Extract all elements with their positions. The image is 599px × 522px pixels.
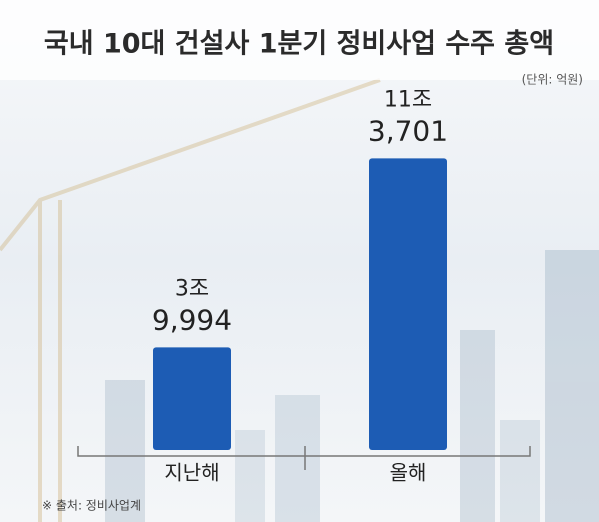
title-band bbox=[0, 0, 599, 80]
x-tick-label: 올해 bbox=[390, 461, 427, 485]
value-label: 3조 bbox=[175, 276, 209, 301]
value-label: 11조 bbox=[384, 87, 432, 112]
x-tick-label: 지난해 bbox=[164, 461, 219, 485]
value-label: 3,701 bbox=[368, 114, 448, 147]
bar bbox=[153, 347, 231, 450]
category-bracket bbox=[77, 446, 531, 470]
bar bbox=[369, 158, 447, 450]
value-label: 9,994 bbox=[152, 303, 232, 336]
chart-title: 국내 10대 건설사 1분기 정비사업 수주 총액 bbox=[44, 29, 554, 60]
chart-subtitle: (단위: 억원) bbox=[522, 73, 583, 87]
background-decoration bbox=[0, 78, 599, 522]
source-note: ※ 출처: 정비사업계 bbox=[42, 499, 141, 513]
